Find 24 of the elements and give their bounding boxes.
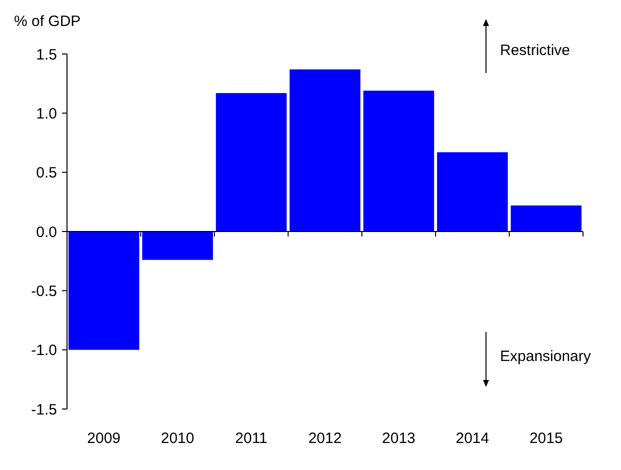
bar bbox=[216, 93, 287, 232]
bar bbox=[437, 152, 508, 232]
x-tick-label: 2012 bbox=[308, 430, 342, 447]
bar bbox=[68, 232, 140, 350]
y-tick-label: -1.0 bbox=[31, 342, 57, 360]
bar bbox=[510, 205, 582, 232]
x-tick-label: 2010 bbox=[160, 430, 194, 447]
x-tick-label: 2009 bbox=[87, 430, 121, 447]
x-tick-label: 2011 bbox=[235, 430, 268, 447]
bar bbox=[142, 232, 213, 260]
x-tick-label: 2014 bbox=[456, 430, 490, 447]
annotation: Restrictive bbox=[500, 42, 570, 59]
bar bbox=[363, 90, 434, 232]
y-axis-title: % of GDP bbox=[14, 13, 81, 30]
y-tick-label: -0.5 bbox=[31, 282, 57, 300]
y-tick-label: -1.5 bbox=[31, 401, 57, 418]
x-tick-label: 2013 bbox=[382, 430, 416, 447]
y-tick-label: 1.5 bbox=[36, 46, 57, 64]
x-tick-label: 2015 bbox=[529, 430, 563, 447]
annotation: Expansionary bbox=[500, 348, 592, 365]
bar bbox=[290, 69, 360, 232]
y-tick-label: 0.0 bbox=[36, 224, 57, 241]
y-tick-label: 0.5 bbox=[36, 164, 57, 182]
y-tick-label: 1.0 bbox=[36, 105, 57, 122]
